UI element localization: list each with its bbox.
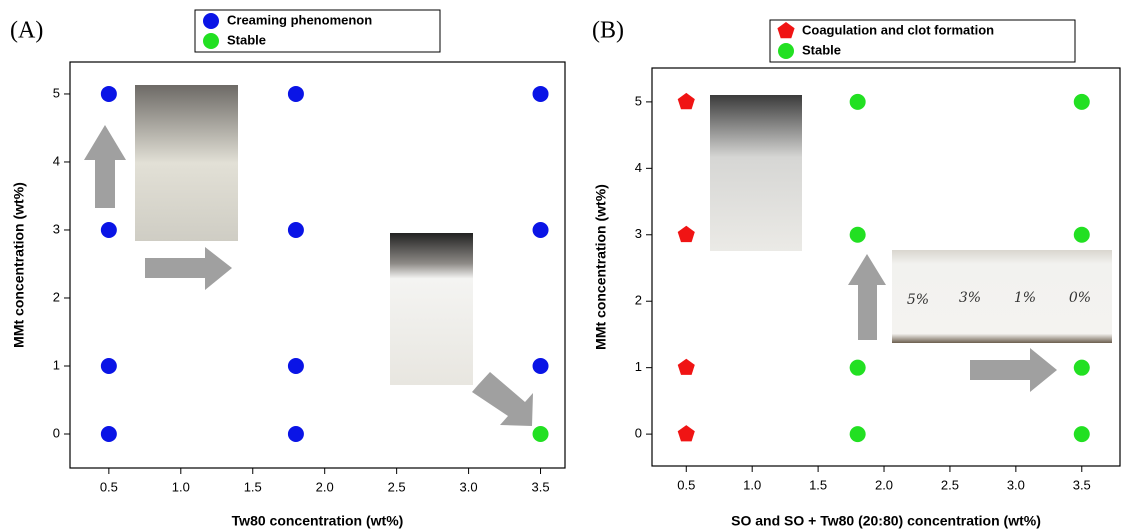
- y-tick-label: 2: [635, 293, 642, 308]
- y-tick-label: 1: [53, 357, 60, 372]
- point: [850, 360, 866, 376]
- photo-clot: [710, 95, 802, 251]
- legend-marker: [778, 43, 794, 59]
- point: [1074, 94, 1090, 110]
- x-tick-label: 1.5: [809, 477, 827, 492]
- y-tick-label: 5: [53, 85, 60, 100]
- x-tick-label: 1.0: [172, 479, 190, 494]
- point: [678, 226, 695, 242]
- panel-label: (A): [10, 18, 43, 44]
- point: [533, 426, 549, 442]
- x-tick-label: 2.0: [875, 477, 893, 492]
- point: [101, 86, 117, 102]
- point: [678, 93, 695, 109]
- x-tick-label: 1.5: [244, 479, 262, 494]
- x-tick-label: 0.5: [100, 479, 118, 494]
- point: [1074, 360, 1090, 376]
- photo-flask: [135, 85, 238, 241]
- point: [678, 425, 695, 441]
- chart: 0.5 1.0 1.5 2.0 2.5 3.0 3.5 0 1 2 3 4 5 Tw80 concentr…: [0, 0, 1137, 532]
- arrow: [145, 247, 232, 290]
- y-tick-label: 4: [635, 160, 642, 175]
- legend-label: Coagulation and clot formation: [802, 22, 994, 37]
- point: [850, 94, 866, 110]
- x-tick-label: 2.5: [388, 479, 406, 494]
- legend-marker: [203, 13, 219, 29]
- y-tick-label: 1: [635, 359, 642, 374]
- page: 0.5 1.0 1.5 2.0 2.5 3.0 3.5 0 1 2 3 4 5 Tw80 concentr…: [0, 0, 1137, 532]
- point: [101, 222, 117, 238]
- y-tick-label: 5: [635, 93, 642, 108]
- x-tick-label: 3.5: [531, 479, 549, 494]
- y-tick-label: 3: [635, 226, 642, 241]
- x-tick-label: 3.0: [460, 479, 478, 494]
- y-axis-label: MMt concentration (wt%): [11, 182, 27, 348]
- point: [288, 358, 304, 374]
- photo-jar: [390, 233, 473, 385]
- point: [1074, 227, 1090, 243]
- x-tick-label: 1.0: [743, 477, 761, 492]
- y-tick-label: 4: [53, 153, 60, 168]
- point: [288, 426, 304, 442]
- arrow: [970, 348, 1057, 392]
- point: [533, 358, 549, 374]
- y-tick-label: 0: [53, 425, 60, 440]
- legend-label: Stable: [227, 32, 266, 47]
- x-axis-label: SO and SO + Tw80 (20:80) concentration (…: [731, 513, 1041, 529]
- y-axis-label: MMt concentration (wt%): [593, 184, 609, 350]
- x-tick-label: 3.5: [1073, 477, 1091, 492]
- arrow: [84, 125, 126, 208]
- point: [850, 426, 866, 442]
- panel-label: (B): [592, 18, 624, 44]
- x-tick-label: 2.0: [316, 479, 334, 494]
- point: [850, 227, 866, 243]
- point: [533, 86, 549, 102]
- y-tick-label: 3: [53, 221, 60, 236]
- x-axis-label: Tw80 concentration (wt%): [232, 513, 404, 529]
- y-tick-label: 0: [635, 426, 642, 441]
- annotation: 0%: [1069, 290, 1091, 306]
- x-tick-label: 0.5: [677, 477, 695, 492]
- y-tick-label: 2: [53, 289, 60, 304]
- point: [288, 222, 304, 238]
- legend-label: Stable: [802, 42, 841, 57]
- arrow: [472, 372, 533, 426]
- point: [1074, 426, 1090, 442]
- point: [101, 426, 117, 442]
- annotation: 3%: [959, 290, 981, 306]
- legend-label: Creaming phenomenon: [227, 12, 372, 27]
- point: [678, 359, 695, 375]
- point: [101, 358, 117, 374]
- x-tick-label: 2.5: [941, 477, 959, 492]
- arrow: [848, 254, 886, 340]
- point: [533, 222, 549, 238]
- legend-marker: [203, 33, 219, 49]
- annotation: 1%: [1014, 290, 1036, 306]
- point: [288, 86, 304, 102]
- x-tick-label: 3.0: [1007, 477, 1025, 492]
- annotation: 5%: [907, 292, 929, 308]
